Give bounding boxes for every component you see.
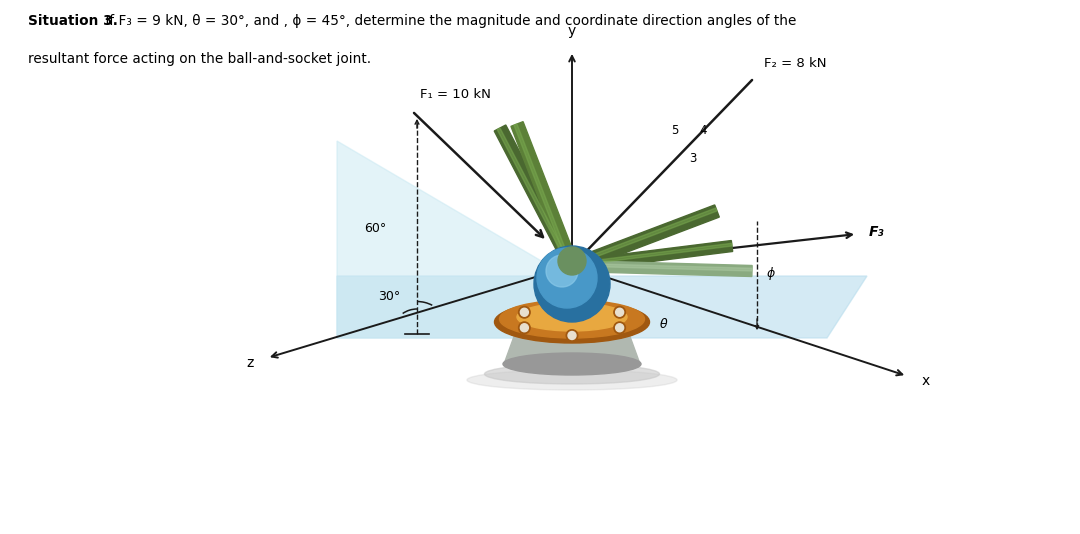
Text: F₃: F₃ <box>869 225 885 239</box>
Text: 4: 4 <box>699 124 706 137</box>
Circle shape <box>616 308 623 316</box>
Circle shape <box>518 307 530 318</box>
Ellipse shape <box>517 303 627 331</box>
Text: z: z <box>246 356 254 370</box>
Polygon shape <box>495 125 578 269</box>
Ellipse shape <box>495 301 649 343</box>
Circle shape <box>613 322 625 334</box>
Polygon shape <box>511 122 578 269</box>
Text: Situation 3.: Situation 3. <box>28 14 118 28</box>
Polygon shape <box>497 128 572 268</box>
Text: θ: θ <box>660 318 667 331</box>
Circle shape <box>568 332 576 340</box>
Ellipse shape <box>485 364 660 384</box>
Text: F₁ = 10 kN: F₁ = 10 kN <box>420 88 491 101</box>
Text: 60°: 60° <box>364 222 387 234</box>
Circle shape <box>521 324 528 332</box>
Circle shape <box>518 322 530 334</box>
Polygon shape <box>572 263 752 271</box>
Polygon shape <box>571 240 732 271</box>
Ellipse shape <box>467 370 677 390</box>
Circle shape <box>568 301 576 309</box>
Text: 3: 3 <box>689 153 697 166</box>
Text: 30°: 30° <box>378 289 400 302</box>
Text: If F₃ = 9 kN, θ = 30°, and , ϕ = 45°, determine the magnitude and coordinate dir: If F₃ = 9 kN, θ = 30°, and , ϕ = 45°, de… <box>102 14 796 28</box>
Circle shape <box>613 307 625 318</box>
Polygon shape <box>514 124 572 267</box>
Polygon shape <box>337 141 567 338</box>
Ellipse shape <box>503 353 642 375</box>
Circle shape <box>566 329 578 341</box>
Circle shape <box>558 247 586 275</box>
Circle shape <box>546 255 578 287</box>
Polygon shape <box>504 320 640 364</box>
Ellipse shape <box>499 300 645 338</box>
Circle shape <box>534 246 610 322</box>
Text: x: x <box>922 374 930 388</box>
Text: resultant force acting on the ball-and-socket joint.: resultant force acting on the ball-and-s… <box>28 52 372 66</box>
Polygon shape <box>571 208 717 266</box>
Text: y: y <box>568 24 576 38</box>
Text: F₂ = 8 kN: F₂ = 8 kN <box>764 57 826 70</box>
Polygon shape <box>337 276 867 338</box>
Polygon shape <box>569 205 719 272</box>
Text: ϕ: ϕ <box>767 268 775 280</box>
Polygon shape <box>571 244 732 266</box>
Circle shape <box>521 308 528 316</box>
Circle shape <box>566 299 578 310</box>
Text: 5: 5 <box>672 124 679 137</box>
Circle shape <box>616 324 623 332</box>
Polygon shape <box>571 261 752 277</box>
Circle shape <box>537 248 597 308</box>
